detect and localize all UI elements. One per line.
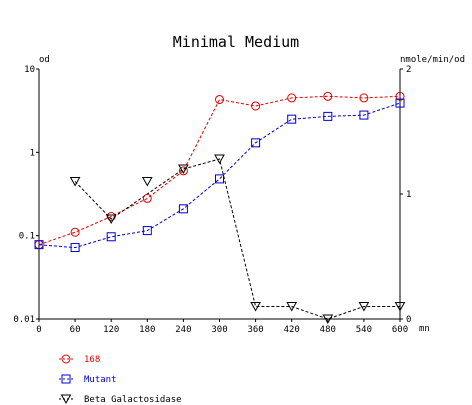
series-0-point [323,91,333,101]
series-0-point [70,227,80,237]
series-2-point [105,214,117,225]
series-2-point [69,177,81,187]
series-line-1 [38,102,401,249]
x-tick-label: 120 [103,325,119,335]
legend-label-1: Mutant [84,375,117,385]
series-2-point [358,302,370,312]
series-0-point [395,91,405,101]
tick-labels: 0 60 120 180 240 300 360 420 480 540 6001010.10.01… [13,65,411,335]
y-left-tick-label: 1 [30,148,35,158]
x-tick-label: 540 [356,325,372,335]
series-1-point [323,111,333,121]
y-right-tick-label: 1 [406,190,411,200]
legend-marker-0 [61,354,71,364]
series-line-2 [74,158,400,320]
series-1-point [359,110,369,120]
series-0-point [178,166,188,176]
x-tick-label: 420 [284,325,300,335]
legend-marker-2 [60,394,72,405]
series-2-point [214,154,225,165]
series-0-point [142,193,152,203]
series-1-point [251,138,261,148]
y-left-tick-label: 0.1 [19,232,35,242]
series-2-point [286,302,298,312]
x-tick-label: 0 [36,325,41,335]
series-1-point [142,226,152,236]
y-left-tick-label: 0.01 [13,315,35,325]
series-2-point [141,177,153,187]
series-1-point [395,98,405,108]
series-2-point [322,314,334,325]
x-axis-unit: mn [419,324,430,334]
x-tick-label: 600 [392,325,408,335]
x-tick-label: 480 [320,325,336,335]
series-2-point [250,302,261,312]
series-1-point [178,204,188,214]
x-tick-label: 180 [139,325,155,335]
legend: 168 Mutant Beta Galactosidase [59,354,182,405]
legend-marker-1 [61,374,71,384]
x-tick-label: 300 [211,325,227,335]
series-0-point [359,93,369,103]
y-right-tick-label: 0 [406,315,411,325]
y-right-tick-label: 2 [406,65,411,75]
left-axis-unit: od [39,55,50,65]
series-2-point [394,302,406,312]
series-1-point [287,114,297,124]
axes [36,68,403,322]
series-2-point [178,164,189,175]
right-axis-unit: nmole/min/od [400,55,465,65]
series-line-0 [38,95,401,246]
series-0-point [287,93,297,103]
series-1-point [34,240,44,250]
series-1-point [70,243,80,253]
x-tick-label: 240 [175,325,191,335]
series-0-point [215,95,224,105]
legend-label-2: Beta Galactosidase [84,395,182,405]
series-1-point [215,174,224,184]
legend-label-0: 168 [84,355,100,365]
x-tick-label: 360 [247,325,263,335]
series-markers [34,91,406,325]
series-0-point [251,101,261,111]
series-lines [38,95,401,320]
x-tick-label: 60 [70,325,81,335]
series-1-point [106,232,116,242]
y-left-tick-label: 10 [24,65,35,75]
chart-title: Minimal Medium [173,33,299,51]
